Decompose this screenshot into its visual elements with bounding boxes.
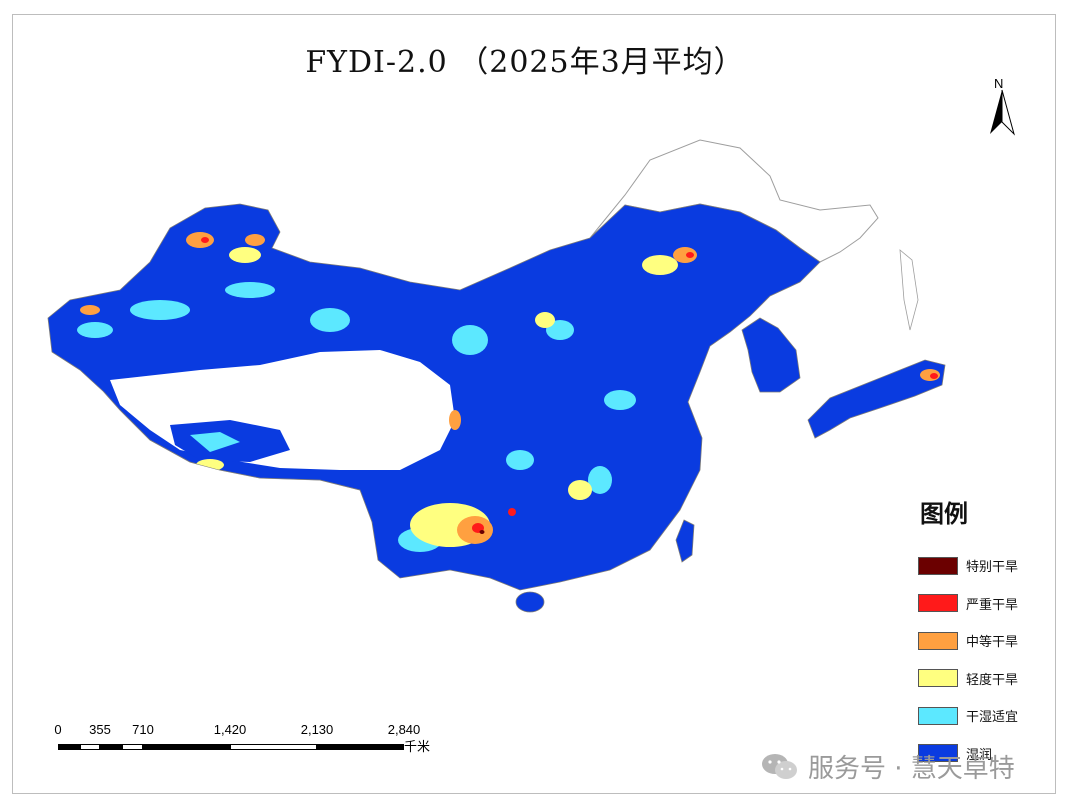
scale-tick-2: 710	[132, 722, 154, 737]
scale-seg-4	[122, 744, 143, 750]
land-taiwan	[675, 519, 695, 563]
legend-item-extreme: 特别干旱	[918, 547, 1058, 585]
legend-swatch-light	[918, 669, 958, 688]
legend-item-severe: 严重干旱	[918, 585, 1058, 623]
legend-label-moderate: 中等干旱	[966, 635, 1019, 651]
scale-tick-1: 355	[89, 722, 111, 737]
map-title: FYDI-2.0 （2025年3月平均）	[305, 45, 745, 80]
extreme-drought-patches	[479, 530, 485, 534]
legend-swatch-wet	[918, 744, 958, 763]
land-korea	[741, 317, 801, 393]
legend: 图例 特别干旱 严重干旱 中等干旱 轻度干旱 干湿适宜 湿润	[918, 494, 1058, 772]
scale-tick-5: 2,840	[387, 722, 421, 737]
watermark: 服务号 · 慧天卓特	[760, 748, 1015, 785]
legend-label-wet: 湿润	[966, 747, 993, 763]
scale-seg-6	[230, 744, 317, 750]
japan-severe-spot	[930, 373, 938, 379]
legend-swatch-severe	[918, 594, 958, 613]
legend-swatch-suitable	[918, 706, 958, 725]
scale-unit: 千米	[404, 740, 431, 755]
outline-sakhalin	[899, 249, 919, 331]
scale-bar: 0 355 710 1,420 2,130 2,840 千米	[52, 722, 472, 762]
legend-item-light: 轻度干旱	[918, 660, 1058, 698]
scale-seg-7	[317, 744, 404, 750]
land-hainan	[515, 591, 545, 613]
legend-swatch-extreme	[918, 556, 958, 575]
legend-swatch-moderate	[918, 631, 958, 650]
legend-label-suitable: 干湿适宜	[966, 710, 1019, 726]
scale-seg-5	[143, 744, 230, 750]
scale-tick-0: 0	[54, 722, 62, 737]
scale-seg-2	[80, 744, 100, 750]
land-japan	[807, 359, 946, 439]
legend-label-extreme: 特别干旱	[966, 560, 1019, 576]
legend-item-suitable: 干湿适宜	[918, 697, 1058, 735]
tibet-suitable-patch	[190, 432, 240, 452]
legend-title: 图例	[920, 500, 968, 528]
legend-item-moderate: 中等干旱	[918, 622, 1058, 660]
legend-label-light: 轻度干旱	[966, 672, 1019, 688]
legend-item-wet: 湿润	[918, 735, 1058, 773]
legend-label-severe: 严重干旱	[966, 597, 1019, 613]
scale-seg-3	[100, 744, 122, 750]
north-label: N	[994, 76, 1004, 91]
north-arrow-icon	[990, 89, 1015, 136]
scale-seg-1	[58, 744, 80, 750]
scale-tick-3: 1,420	[213, 722, 247, 737]
wechat-icon	[762, 753, 797, 779]
suitable-patches	[77, 282, 636, 552]
scale-tick-4: 2,130	[300, 722, 334, 737]
watermark-text: 服务号 · 慧天卓特	[808, 754, 1015, 784]
